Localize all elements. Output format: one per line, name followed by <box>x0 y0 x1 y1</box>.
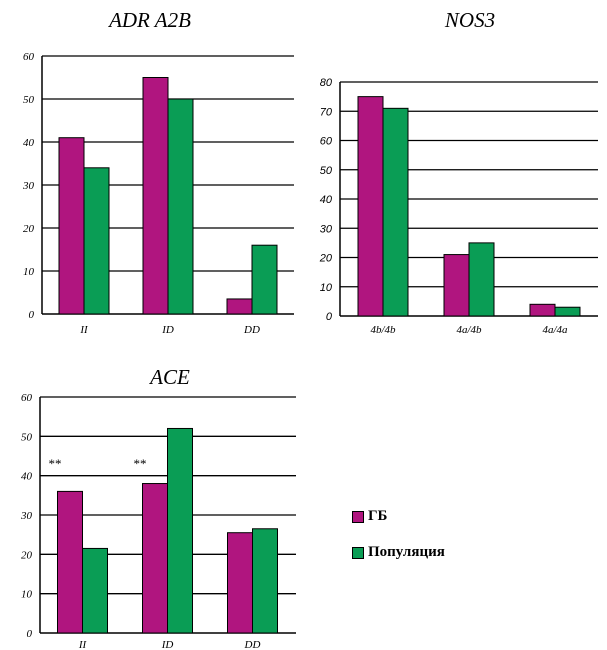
y-tick-label-2-50: 50 <box>21 431 33 443</box>
legend-swatch-pop <box>352 546 364 559</box>
x-tick-label-1-1: 4a/4b <box>456 324 482 336</box>
bar-0-0-1 <box>83 167 110 315</box>
significance-mark-0: ** <box>49 456 62 471</box>
legend-item-gb: ГБ <box>352 508 387 525</box>
bar-2-1-1 <box>167 427 193 634</box>
y-tick-label-0-0: 0 <box>29 309 35 321</box>
x-tick-label-2-1: ID <box>161 639 174 650</box>
bar-0-0-0 <box>58 137 85 315</box>
y-tick-label-1-50: 50 <box>320 165 333 177</box>
chart-title-ace: ACE <box>150 365 190 389</box>
bar-1-1-0 <box>443 254 470 317</box>
bar-2-0-1 <box>82 547 108 634</box>
x-tick-label-2-0: II <box>78 639 88 650</box>
y-tick-label-2-10: 10 <box>21 589 33 601</box>
x-tick-label-0-0: II <box>79 324 89 336</box>
y-tick-label-1-20: 20 <box>319 253 333 265</box>
legend-label-gb: ГБ <box>368 508 388 524</box>
significance-mark-1: ** <box>134 456 147 471</box>
legend-item-pop: Популяция <box>352 544 445 561</box>
y-tick-label-0-40: 40 <box>23 137 35 149</box>
bar-0-2-1 <box>251 244 278 315</box>
bar-1-0-0 <box>357 96 384 317</box>
legend-label-pop: Популяция <box>368 544 445 560</box>
x-tick-label-0-2: DD <box>243 324 260 336</box>
bar-0-1-1 <box>167 98 194 315</box>
y-tick-label-1-40: 40 <box>320 194 333 206</box>
bar-1-2-1 <box>554 306 581 317</box>
y-tick-label-1-60: 60 <box>320 136 333 148</box>
y-tick-label-0-60: 60 <box>23 51 35 63</box>
y-tick-label-1-0: 0 <box>326 311 333 323</box>
y-tick-label-2-0: 0 <box>27 628 33 640</box>
bar-0-1-0 <box>142 77 169 315</box>
bar-2-1-0 <box>142 483 168 634</box>
bar-2-2-0 <box>227 532 253 634</box>
y-tick-label-1-10: 10 <box>320 282 333 294</box>
bar-1-2-0 <box>529 303 556 317</box>
x-tick-label-2-2: DD <box>244 639 261 650</box>
bar-0-2-0 <box>226 298 253 315</box>
y-tick-label-2-30: 30 <box>20 510 33 522</box>
y-tick-label-2-60: 60 <box>21 392 33 404</box>
chart-title-nos3: NOS3 <box>444 8 496 32</box>
y-tick-label-2-20: 20 <box>21 549 33 561</box>
x-tick-label-0-1: ID <box>161 324 174 336</box>
legend-swatch-gb <box>352 510 364 523</box>
bar-2-0-0 <box>57 490 83 634</box>
x-tick-label-1-2: 4a/4a <box>542 324 568 336</box>
y-tick-label-0-50: 50 <box>23 94 35 106</box>
y-tick-label-1-30: 30 <box>320 223 333 235</box>
y-tick-label-0-20: 20 <box>23 223 35 235</box>
bar-2-2-1 <box>252 528 278 634</box>
y-tick-label-1-70: 70 <box>320 106 333 118</box>
bar-1-1-1 <box>468 242 495 317</box>
y-tick-label-0-10: 10 <box>23 266 35 278</box>
chart-title-adra2b: ADR A2B <box>109 8 191 32</box>
y-tick-label-1-80: 80 <box>320 77 333 89</box>
bar-1-0-1 <box>382 107 409 317</box>
y-tick-label-0-30: 30 <box>22 180 35 192</box>
x-tick-label-1-0: 4b/4b <box>370 324 396 336</box>
y-tick-label-2-40: 40 <box>21 471 33 483</box>
